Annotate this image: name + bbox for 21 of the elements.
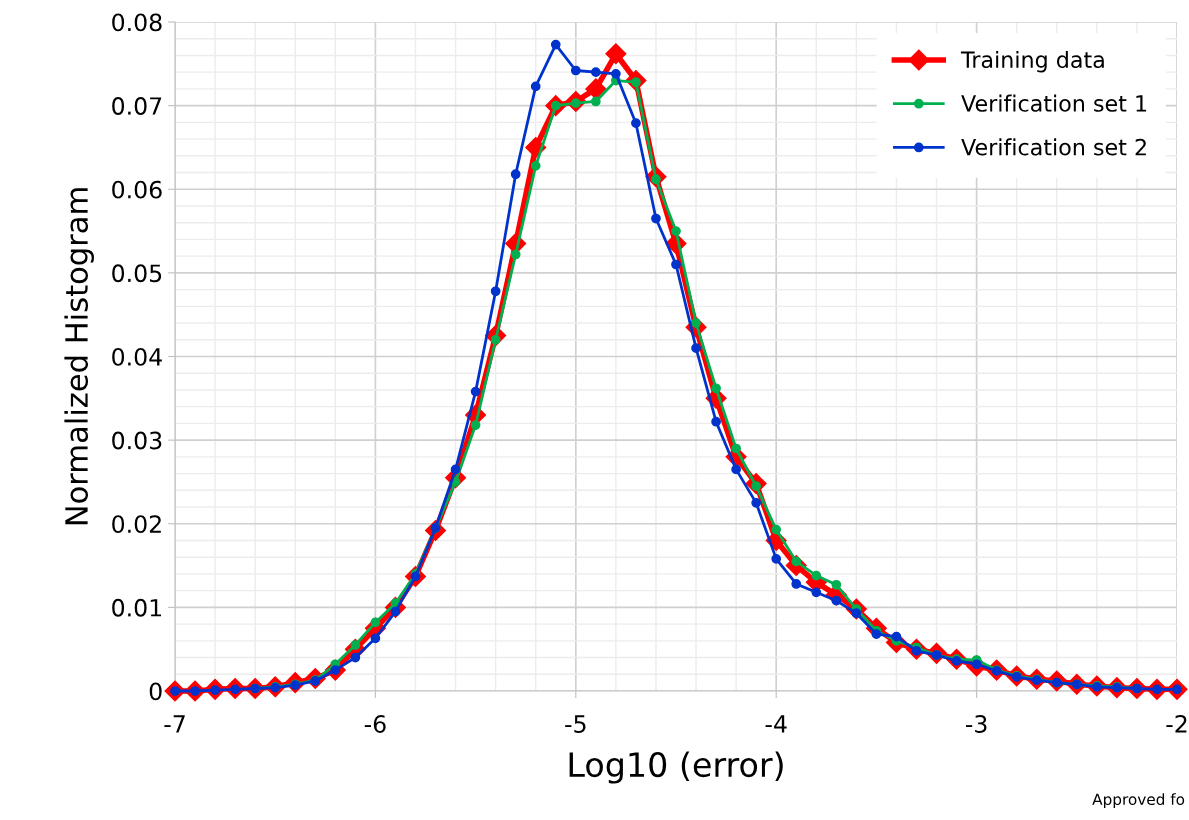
legend-label: Verification set 2 (961, 138, 1146, 156)
y-tick-label: 0.07 (112, 97, 162, 115)
y-tick-label: 0.04 (112, 347, 162, 366)
y-tick-label: 0.01 (112, 598, 162, 617)
y-tick-label: 0.03 (112, 431, 162, 450)
x-tick-label: -7 (164, 715, 185, 733)
legend-label: Verification set 1 (961, 94, 1147, 112)
y-tick-label: 0.02 (112, 515, 161, 534)
y-tick-label: 0.05 (112, 264, 162, 283)
x-tick-label: -3 (965, 715, 987, 733)
x-tick-label: -2 (1166, 715, 1187, 733)
y-axis-title: Normalized Histogram (64, 188, 94, 525)
x-tick-label: -5 (565, 715, 586, 733)
y-tick-label: 0.08 (112, 13, 162, 32)
y-tick-label: 0 (149, 682, 162, 701)
x-tick-label: -4 (765, 715, 787, 733)
x-tick-label: -6 (364, 715, 386, 733)
legend-label: Training data (960, 50, 1104, 73)
y-tick-label: 0.06 (112, 180, 162, 199)
text: Approved fo (1092, 793, 1185, 808)
x-axis-title: Log10 (error) (569, 751, 783, 784)
